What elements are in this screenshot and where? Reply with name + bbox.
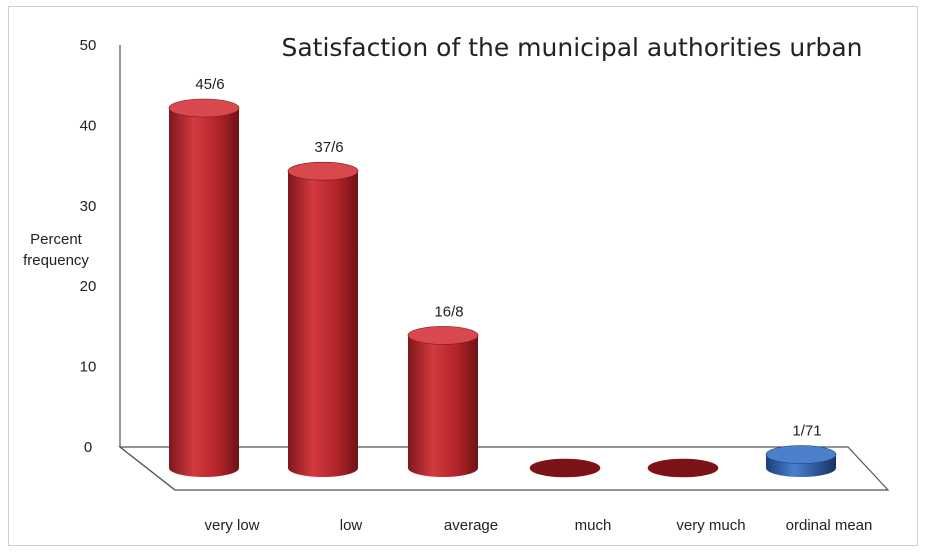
bars <box>168 98 837 478</box>
y-tick-label: 20 <box>80 278 97 295</box>
data-label: 16/8 <box>434 303 463 320</box>
bar <box>529 458 601 478</box>
category-label: average <box>444 517 498 534</box>
y-tick-label: 50 <box>80 37 97 54</box>
category-labels: very low low average much very much ordinal m… <box>204 517 872 534</box>
bar-top <box>407 326 479 345</box>
y-tick-label: 10 <box>80 359 97 376</box>
chart-title: Satisfaction of the municipal authoritie… <box>281 33 862 62</box>
bar <box>765 445 837 477</box>
y-ticks: 0 10 20 30 40 50 <box>80 37 97 456</box>
bar-top <box>168 98 240 118</box>
bar-body <box>288 171 358 477</box>
bar <box>407 326 479 477</box>
data-labels: 45/6 37/6 16/8 1/71 <box>195 76 821 440</box>
category-label: very much <box>676 517 745 534</box>
bar-top <box>529 458 601 478</box>
data-label: 45/6 <box>195 76 224 93</box>
floor-edge-left <box>119 446 176 491</box>
bar-body <box>408 335 478 477</box>
category-label: low <box>340 517 363 534</box>
y-axis-label-line-1: Percent <box>30 231 83 248</box>
y-tick-label: 30 <box>80 198 97 215</box>
category-label: much <box>575 517 612 534</box>
data-label: 1/71 <box>792 423 821 440</box>
y-axis-label-line-2: frequency <box>23 252 89 269</box>
data-label: 37/6 <box>314 139 343 156</box>
bar <box>287 161 359 477</box>
bar-body <box>169 108 239 477</box>
bar-top <box>765 445 837 464</box>
category-label: ordinal mean <box>786 517 873 534</box>
bar-top <box>647 458 719 478</box>
bar <box>647 458 719 478</box>
y-axis-label: Percent frequency <box>23 231 89 269</box>
y-tick-label: 0 <box>84 439 92 456</box>
bar-top <box>287 161 359 181</box>
category-label: very low <box>204 517 259 534</box>
y-tick-label: 40 <box>80 117 97 134</box>
bar <box>168 98 240 477</box>
